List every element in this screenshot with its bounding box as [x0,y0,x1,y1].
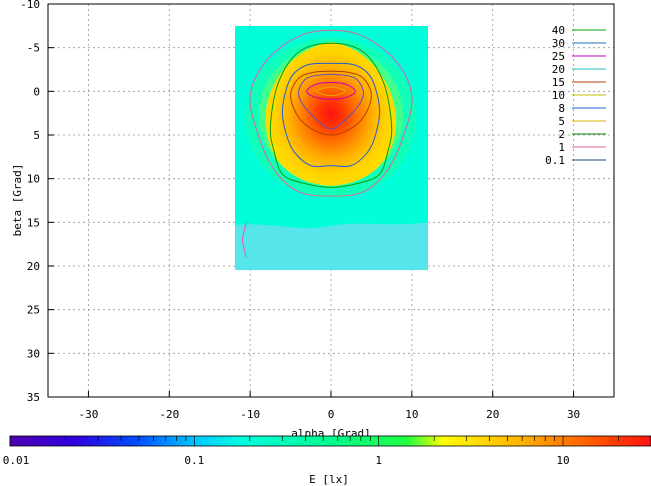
colorbar-tick-label: 0.1 [184,454,204,467]
y-tick-label: 0 [33,85,40,98]
y-tick-label: 10 [27,173,40,186]
x-tick-label: -20 [159,408,179,421]
contour-line-40 [315,86,347,97]
legend-label: 30 [552,37,565,50]
y-tick-label: 30 [27,347,40,360]
colorbar-tick-label: 1 [375,454,382,467]
contour-line-8 [281,62,381,168]
x-tick-label: 20 [486,408,499,421]
x-tick-label: -10 [240,408,260,421]
legend-label: 20 [552,63,565,76]
legend-label: 2 [558,128,565,141]
x-tick-label: 30 [567,408,580,421]
legend-label: 8 [558,102,565,115]
y-tick-label: 25 [27,304,40,317]
contour-lines [241,29,413,258]
colorbar-tick-label: 10 [556,454,569,467]
y-tick-label: 20 [27,260,40,273]
heatmap-lower-band [235,222,428,270]
y-tick-label: -5 [27,42,40,55]
legend-label: 15 [552,76,565,89]
y-tick-label: 15 [27,216,40,229]
y-tick-label: -10 [20,0,40,11]
colorbar: 0.01 0.1 1 10 E [lx] [3,435,651,486]
y-tick-label: 5 [33,129,40,142]
x-tick-label: 10 [405,408,418,421]
legend-label: 0.1 [545,154,565,167]
legend-label: 1 [558,141,565,154]
legend-label: 5 [558,115,565,128]
contour-line-30 [306,82,356,100]
y-tick-label: 35 [27,391,40,404]
x-axis: -30 -20 -10 0 10 20 30 [78,391,580,421]
contour-line-2 [269,42,393,188]
colorbar-label: E [lx] [309,473,349,486]
x-tick-label: 0 [328,408,335,421]
y-axis: -10 -5 0 5 10 15 20 25 30 35 [20,0,54,404]
colorbar-tick-label: 0.01 [3,454,30,467]
contour-line-15 [290,70,372,136]
colorbar-ticks: 0.01 0.1 1 10 [3,436,651,467]
contour-line-20 [298,73,364,130]
legend-label: 10 [552,89,565,102]
x-tick-label: -30 [78,408,98,421]
legend-label: 25 [552,50,565,63]
contour-line-1 [249,29,413,197]
y-axis-label: beta [Grad] [11,164,24,237]
contour-line-0.1 [241,222,247,258]
legend-label: 40 [552,24,565,37]
